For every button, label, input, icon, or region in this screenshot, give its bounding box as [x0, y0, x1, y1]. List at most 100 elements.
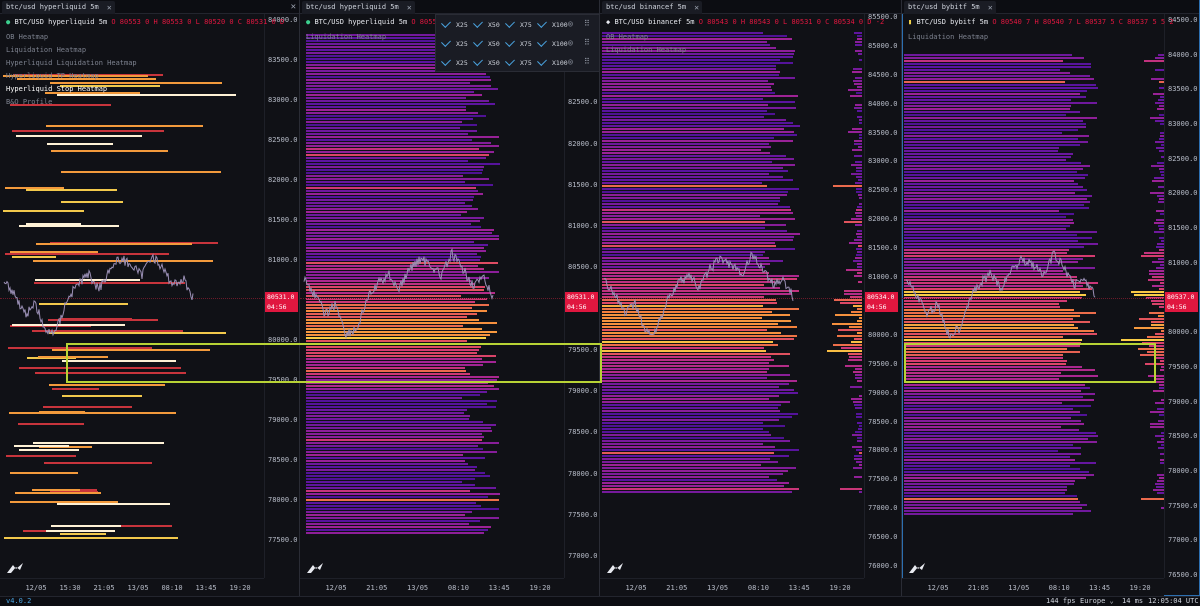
layer-label[interactable]: Liquidation Heatmap — [306, 33, 387, 41]
layer-label[interactable]: OB Heatmap — [606, 33, 649, 41]
price-axis[interactable]: 83500.083000.082500.082000.081500.081000… — [564, 14, 599, 578]
price-series-line — [603, 251, 794, 336]
chart-panel-4[interactable]: btc/usd bybitf 5m ✕ ▮ BTC/USD bybitf 5m O… — [902, 0, 1200, 596]
volume-profile-bar — [840, 302, 862, 304]
layer-label[interactable]: Hyperliquid TP Heatmap — [6, 72, 99, 80]
heatmap-row — [306, 100, 489, 102]
volume-profile-bar — [857, 206, 862, 208]
layer-label[interactable]: Liquidation Heatmap — [606, 46, 687, 54]
price-axis[interactable]: 85500.0 85000.0 84500.0 84000.0 83500.0 83000… — [864, 13, 901, 578]
app-logo-icon — [909, 563, 925, 573]
heatmap-row — [904, 144, 1080, 146]
price-axis[interactable]: 84500.0 84000.0 83500.0 83000.0 82500.0 82000… — [1164, 14, 1199, 579]
checkmark-icon[interactable] — [505, 37, 515, 47]
layer-label[interactable]: B&O Profile — [6, 98, 53, 106]
leverage-option-label[interactable]: X75 — [520, 59, 532, 67]
chart-panel-1[interactable]: btc/usd hyperliquid 5m ✕ ✕ ● BTC/USD hype… — [0, 0, 300, 596]
volume-profile-bar — [857, 236, 862, 238]
volume-profile-bar — [848, 353, 862, 355]
leverage-option-label[interactable]: X75 — [520, 21, 532, 29]
leverage-option-label[interactable]: X25 — [456, 40, 468, 48]
stop-level-bar — [46, 125, 203, 127]
time-tick-label: 21:05 — [366, 584, 388, 592]
leverage-option-label[interactable]: X50 — [488, 40, 500, 48]
checkmark-icon[interactable] — [505, 18, 515, 28]
heatmap-row — [306, 166, 484, 168]
price-tick-label: 80000.0 — [1168, 328, 1198, 337]
checkmark-icon[interactable] — [441, 56, 451, 66]
leverage-option-label[interactable]: X75 — [520, 40, 532, 48]
checkmark-icon[interactable] — [441, 37, 451, 47]
tab-chart-3[interactable]: btc/usd binancef 5m ✕ — [602, 1, 703, 14]
price-tick-label: 82000.0 — [268, 176, 298, 184]
close-icon[interactable]: ✕ — [694, 3, 700, 12]
visibility-toggle-icon[interactable]: ◎ — [568, 38, 573, 47]
time-tick-label: 19:20 — [229, 584, 251, 592]
time-axis[interactable]: 12/05 21:05 13/05 08:10 13:45 19:20 — [902, 578, 1164, 596]
heatmap-row — [904, 432, 1096, 434]
stop-level-bar — [39, 411, 85, 413]
heatmap-row — [602, 443, 763, 445]
heatmap-row — [904, 78, 1094, 80]
heatmap-row — [306, 355, 496, 357]
volume-profile-bar — [851, 173, 862, 175]
drag-handle-icon[interactable]: ⠿ — [584, 38, 590, 47]
leverage-option-label[interactable]: X25 — [456, 21, 468, 29]
leverage-option-label[interactable]: X100 — [552, 40, 568, 48]
tab-chart-4[interactable]: btc/usd bybitf 5m ✕ — [904, 1, 996, 14]
heatmap-row — [306, 331, 497, 333]
heatmap-row — [602, 107, 796, 109]
tab-chart-1[interactable]: btc/usd hyperliquid 5m ✕ — [2, 1, 115, 14]
price-axis[interactable]: 84000.0 83500.0 83000.0 82500.0 82000.0 81500… — [264, 14, 299, 578]
volume-profile-bar — [1144, 252, 1164, 254]
chart-panel-2[interactable]: btc/usd hyperliquid 5m ✕ ● BTC/USD hyperl… — [300, 0, 600, 596]
close-icon[interactable]: ✕ — [406, 3, 412, 12]
checkmark-icon[interactable] — [537, 56, 547, 66]
heatmap-row — [904, 306, 1060, 308]
leverage-option-label[interactable]: X100 — [552, 21, 568, 29]
heatmap-plot[interactable] — [902, 14, 1164, 578]
volume-profile-bar — [835, 314, 862, 316]
layer-label[interactable]: Liquidation Heatmap — [908, 33, 989, 41]
heatmap-plot[interactable] — [300, 14, 564, 578]
checkmark-icon[interactable] — [537, 37, 547, 47]
heatmap-row — [602, 488, 799, 490]
layer-label[interactable]: Hyperliquid Liquidation Heatmap — [6, 59, 137, 67]
time-axis[interactable]: 12/05 21:05 13/05 08:10 13:45 19:20 — [600, 578, 864, 596]
leverage-option-label[interactable]: X25 — [456, 59, 468, 67]
close-icon[interactable]: ✕ — [106, 3, 112, 12]
leverage-option-label[interactable]: X50 — [488, 21, 500, 29]
layer-label[interactable]: Hyperliquid Stop Heatmap — [6, 85, 108, 93]
checkmark-icon[interactable] — [473, 37, 483, 47]
leverage-filter-popup[interactable]: X25 X50 X75 X100 ◎ ⠿ X25 X50 X75 X100 ◎ ⠿ X25 X50 X75 X… — [435, 14, 600, 72]
drag-handle-icon[interactable]: ⠿ — [584, 57, 590, 66]
layer-label[interactable]: Liquidation Heatmap — [6, 46, 87, 54]
layer-label[interactable]: OB Heatmap — [6, 33, 49, 41]
visibility-toggle-icon[interactable]: ◎ — [568, 19, 573, 28]
checkmark-icon[interactable] — [473, 56, 483, 66]
volume-profile-bar — [856, 449, 862, 451]
time-axis[interactable]: 12/05 15:30 21:05 13/05 08:10 13:45 19:20 — [0, 578, 264, 596]
checkmark-icon[interactable] — [441, 18, 451, 28]
checkmark-icon[interactable] — [473, 18, 483, 28]
tab-chart-2[interactable]: btc/usd hyperliquid 5m ✕ — [302, 1, 415, 14]
heatmap-row — [904, 249, 1069, 251]
leverage-option-label[interactable]: X50 — [488, 59, 500, 67]
checkmark-icon[interactable] — [505, 56, 515, 66]
heatmap-row — [904, 354, 1063, 356]
heatmap-row — [904, 261, 1078, 263]
leverage-option-label[interactable]: X100 — [552, 59, 568, 67]
heatmap-plot[interactable] — [600, 14, 864, 578]
volume-profile-bar — [1160, 282, 1164, 284]
heatmap-plot[interactable] — [0, 14, 264, 578]
close-icon[interactable]: ✕ — [290, 2, 296, 12]
heatmap-row — [306, 70, 494, 72]
region-select[interactable]: Europe ⌄ — [1080, 597, 1114, 606]
drag-handle-icon[interactable]: ⠿ — [584, 19, 590, 28]
close-icon[interactable]: ✕ — [987, 3, 993, 12]
visibility-toggle-icon[interactable]: ◎ — [568, 57, 573, 66]
checkmark-icon[interactable] — [537, 18, 547, 28]
time-axis[interactable]: 12/05 21:05 13/05 08:10 13:45 19:20 — [300, 578, 564, 596]
chart-panel-3[interactable]: btc/usd binancef 5m ✕ ◆ BTC/USD binancef … — [600, 0, 902, 596]
volume-profile-bar — [856, 176, 862, 178]
